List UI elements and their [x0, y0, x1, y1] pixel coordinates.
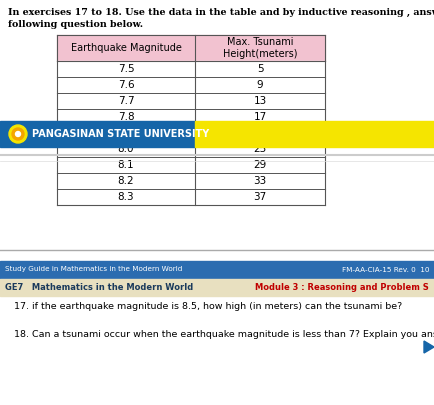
Circle shape [12, 128, 24, 140]
Bar [57, 35, 325, 61]
Text: 29: 29 [253, 160, 266, 170]
Bar [57, 189, 325, 205]
Bar [57, 61, 325, 77]
Text: PANGASINAN STATE UNIVERSITY: PANGASINAN STATE UNIVERSITY [32, 129, 209, 139]
Text: 7.7: 7.7 [118, 96, 134, 106]
Text: 7.9: 7.9 [118, 128, 134, 138]
Polygon shape [424, 341, 434, 353]
Text: 8.3: 8.3 [118, 192, 134, 202]
Circle shape [9, 125, 27, 143]
Circle shape [16, 132, 20, 136]
Text: 8.1: 8.1 [118, 160, 134, 170]
Text: FM-AA-CIA-15 Rev. 0  10: FM-AA-CIA-15 Rev. 0 10 [342, 266, 429, 273]
Text: 21: 21 [253, 128, 266, 138]
Text: 17. if the earthquake magnitude is 8.5, how high (in meters) can the tsunami be?: 17. if the earthquake magnitude is 8.5, … [5, 302, 402, 311]
Text: 13: 13 [253, 96, 266, 106]
Bar [57, 141, 325, 157]
Text: Study Guide in Mathematics in the Modern World: Study Guide in Mathematics in the Modern… [5, 266, 182, 273]
Bar [0, 250, 434, 405]
Bar [57, 93, 325, 109]
Text: 5: 5 [256, 64, 263, 74]
Text: Earthquake Magnitude: Earthquake Magnitude [71, 43, 181, 53]
Text: Module 3 : Reasoning and Problem S: Module 3 : Reasoning and Problem S [255, 283, 429, 292]
Text: 8.2: 8.2 [118, 176, 134, 186]
Text: Max. Tsunami
Height(meters): Max. Tsunami Height(meters) [223, 37, 297, 59]
Bar [57, 157, 325, 173]
Text: GE7   Mathematics in the Modern World: GE7 Mathematics in the Modern World [5, 283, 193, 292]
Bar [57, 173, 325, 189]
Text: 9: 9 [256, 80, 263, 90]
Bar [0, 279, 434, 296]
Bar [57, 109, 325, 125]
Bar [0, 147, 434, 250]
Text: 8.0: 8.0 [118, 144, 134, 154]
Text: 7.5: 7.5 [118, 64, 134, 74]
Bar [0, 261, 434, 278]
Text: 7.6: 7.6 [118, 80, 134, 90]
Bar [0, 121, 195, 147]
Text: 17: 17 [253, 112, 266, 122]
Text: 25: 25 [253, 144, 266, 154]
Bar [57, 125, 325, 141]
Text: following question below.: following question below. [8, 20, 143, 29]
Text: 7.8: 7.8 [118, 112, 134, 122]
Bar [195, 121, 434, 147]
Text: In exercises 17 to 18. Use the data in the table and by inductive reasoning , an: In exercises 17 to 18. Use the data in t… [8, 8, 434, 17]
Bar [57, 77, 325, 93]
Bar [0, 0, 434, 147]
Text: 33: 33 [253, 176, 266, 186]
Text: 37: 37 [253, 192, 266, 202]
Text: 18. Can a tsunami occur when the earthquake magnitude is less than 7? Explain yo: 18. Can a tsunami occur when the earthqu… [5, 330, 434, 339]
